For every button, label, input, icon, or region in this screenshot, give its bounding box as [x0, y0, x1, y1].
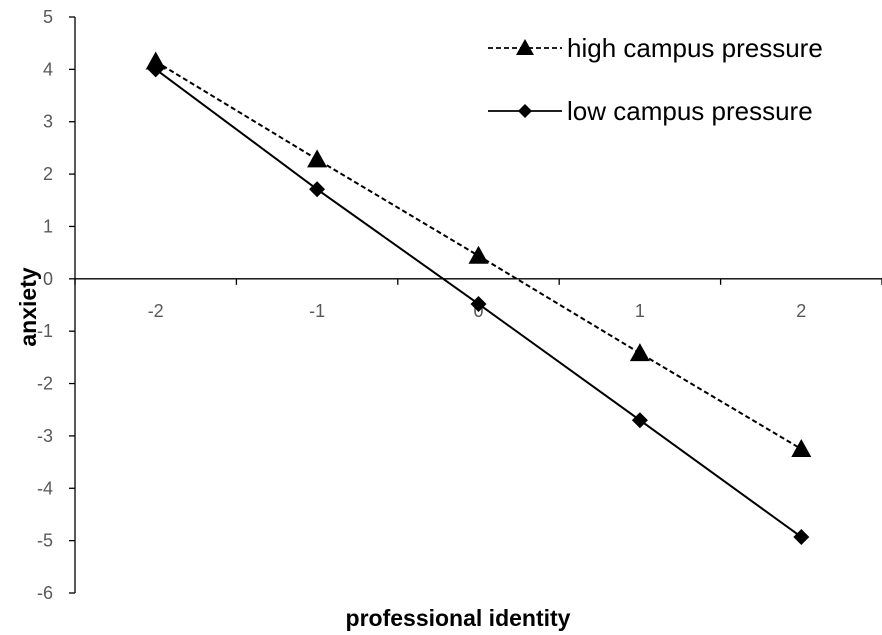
y-tick-label: -6	[37, 583, 53, 603]
x-axis-title: professional identity	[346, 605, 571, 631]
y-tick-label: 1	[43, 216, 53, 236]
y-tick-label: -1	[37, 321, 53, 341]
series-layer	[145, 51, 812, 545]
data-point-low	[793, 528, 810, 545]
legend-entry-high: high campus pressure	[488, 33, 823, 63]
data-point-high	[145, 51, 166, 70]
y-tick-labels: 5 4 3 2 1 0 -1 -2 -3 -4 -5 -6	[37, 7, 53, 603]
axes	[74, 17, 882, 593]
x-tick-label: 1	[635, 301, 645, 321]
y-tick-label: 5	[43, 7, 53, 27]
y-tick-label: 4	[43, 59, 53, 79]
legend: high campus pressure low campus pressure	[488, 33, 823, 126]
y-tick-label: -4	[37, 478, 53, 498]
y-tick-label: 2	[43, 164, 53, 184]
data-point-low	[147, 61, 164, 78]
data-point-low	[470, 295, 487, 312]
y-tick-label: -3	[37, 426, 53, 446]
data-point-high	[468, 245, 489, 264]
data-point-high	[791, 439, 812, 457]
y-axis-title: anxiety	[15, 267, 41, 346]
y-tick-label: -5	[37, 531, 53, 551]
legend-label-low: low campus pressure	[567, 96, 813, 126]
y-tick-label: 3	[43, 112, 53, 132]
data-point-low	[631, 412, 648, 429]
legend-marker-high	[516, 39, 534, 55]
y-tick-label: 0	[43, 269, 53, 289]
tick-marks	[69, 16, 882, 594]
y-tick-label: -2	[37, 374, 53, 394]
x-tick-label: 2	[796, 301, 806, 321]
legend-marker-low	[518, 104, 532, 118]
legend-entry-low: low campus pressure	[488, 96, 813, 126]
data-point-high	[629, 343, 650, 362]
legend-label-high: high campus pressure	[567, 33, 823, 63]
x-tick-label: -2	[148, 301, 164, 321]
data-point-low	[309, 181, 326, 198]
data-point-high	[307, 149, 328, 168]
x-tick-label: -1	[309, 301, 325, 321]
